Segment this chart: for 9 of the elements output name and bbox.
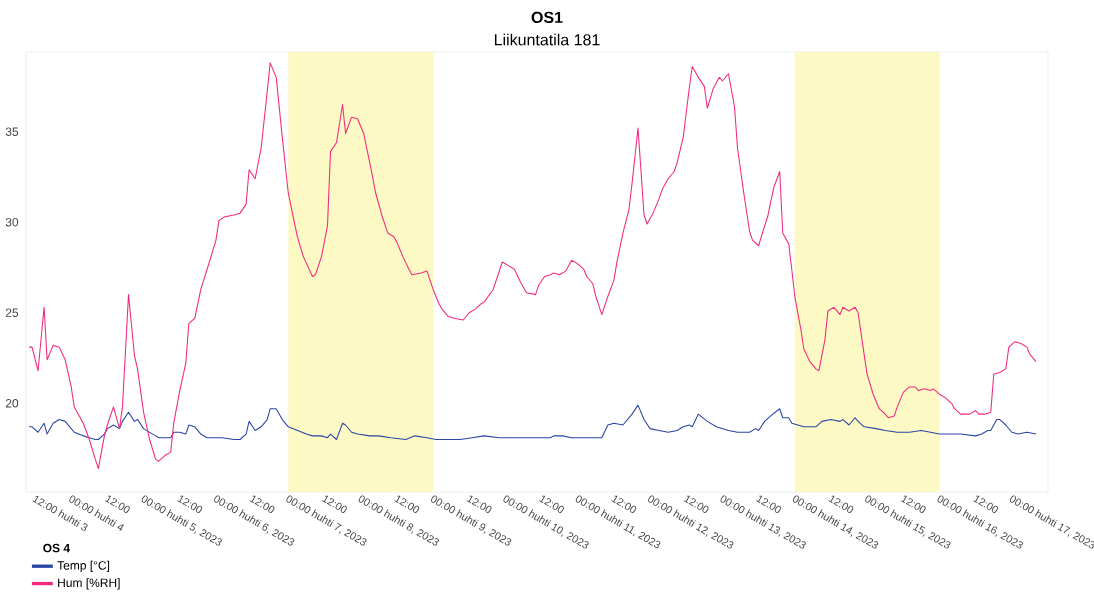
chart-title: OS1 [531,11,563,24]
chart-subtitle: Liikuntatila 181 [494,33,600,46]
legend-label: Hum [%RH] [58,578,120,590]
legend-label: Temp [°C] [57,560,110,573]
y-tick-label: 35 [5,127,19,136]
legend-title: OS 4 [43,543,71,553]
y-tick-label: 30 [5,217,19,227]
y-tick-label: 25 [5,308,19,317]
y-tick-label: 20 [5,399,19,408]
